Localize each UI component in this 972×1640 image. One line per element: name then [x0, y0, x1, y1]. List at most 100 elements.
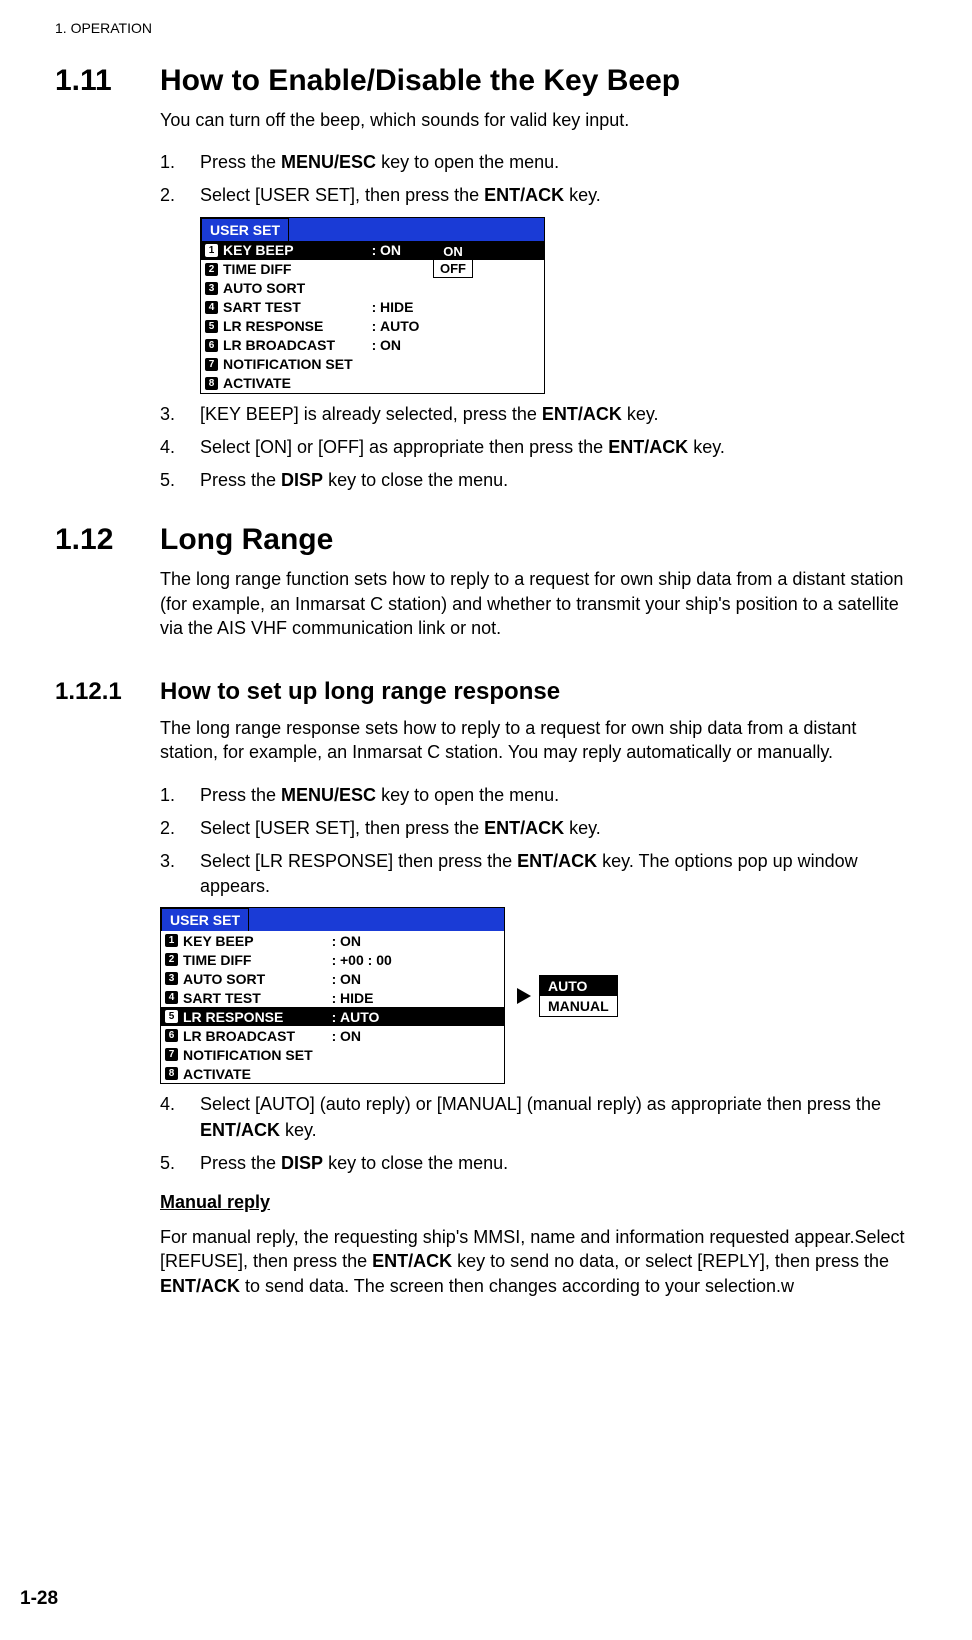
row-value: ON	[340, 971, 361, 987]
menu-row: 4SART TEST:HIDE	[161, 988, 504, 1007]
section-1-11-heading: 1.11 How to Enable/Disable the Key Beep	[55, 64, 917, 98]
section-number: 1.12	[55, 523, 160, 557]
menu-body: 1KEY BEEP:ON2TIME DIFF:+00 : 003AUTO SOR…	[161, 931, 504, 1083]
row-label: LR RESPONSE	[223, 318, 368, 334]
row-num-badge: 3	[205, 282, 218, 295]
row-value: +00 : 00	[340, 952, 392, 968]
step-3: 3. Select [LR RESPONSE] then press the E…	[160, 849, 917, 899]
popup-option: OFF	[434, 260, 472, 277]
popup-option: MANUAL	[540, 996, 617, 1016]
step-1: 1. Press the MENU/ESC key to open the me…	[160, 783, 917, 808]
popup-option: AUTO	[540, 976, 617, 996]
row-value: ON	[340, 1028, 361, 1044]
step-5: 5. Press the DISP key to close the menu.	[160, 468, 917, 493]
menu-row: 7 NOTIFICATION SET	[161, 1045, 504, 1064]
row-label: TIME DIFF	[183, 952, 328, 968]
menu-row: 5LR RESPONSE:AUTO	[161, 1007, 504, 1026]
section-number: 1.11	[55, 64, 160, 98]
row-value: ON	[380, 242, 401, 258]
menu-row: 7 NOTIFICATION SET	[201, 355, 544, 374]
auto-manual-popup: AUTOMANUAL	[539, 975, 618, 1017]
intro-paragraph: You can turn off the beep, which sounds …	[160, 108, 917, 132]
manual-reply-heading: Manual reply	[160, 1192, 917, 1213]
menu-row: 4SART TEST:HIDE	[201, 298, 544, 317]
step-3: 3. [KEY BEEP] is already selected, press…	[160, 402, 917, 427]
row-value: ON	[380, 337, 401, 353]
row-num-badge: 7	[205, 358, 218, 371]
popup-option: ON	[434, 243, 472, 260]
row-num-badge: 1	[165, 934, 178, 947]
onoff-popup: ONOFF	[433, 242, 473, 278]
row-num-badge: 6	[165, 1029, 178, 1042]
row-label: LR RESPONSE	[183, 1009, 328, 1025]
menu-2-wrapper: USER SET 1KEY BEEP:ON2TIME DIFF:+00 : 00…	[160, 907, 917, 1084]
user-set-menu-2: USER SET 1KEY BEEP:ON2TIME DIFF:+00 : 00…	[160, 907, 505, 1084]
row-value: AUTO	[340, 1009, 379, 1025]
section-title: Long Range	[160, 523, 333, 557]
row-num-badge: 5	[205, 320, 218, 333]
menu-title-bar: USER SET	[201, 218, 544, 241]
menu-row: 3 AUTO SORT	[201, 279, 544, 298]
manual-reply-paragraph: For manual reply, the requesting ship's …	[160, 1225, 917, 1298]
row-num-badge: 1	[205, 244, 218, 257]
row-label: TIME DIFF	[223, 261, 368, 277]
section-1-12-1-heading: 1.12.1 How to set up long range response	[55, 678, 917, 706]
menu-row: 1KEY BEEP:ON	[201, 241, 544, 260]
row-value: HIDE	[340, 990, 373, 1006]
menu-row: 8 ACTIVATE	[161, 1064, 504, 1083]
row-label: AUTO SORT	[223, 280, 368, 296]
row-label: LR BROADCAST	[223, 337, 368, 353]
menu-title: USER SET	[201, 218, 289, 241]
user-set-menu-1: USER SET 1KEY BEEP:ON2TIME DIFF3AUTO SOR…	[200, 217, 545, 394]
step-5: 5. Press the DISP key to close the menu.	[160, 1151, 917, 1176]
row-label: LR BROADCAST	[183, 1028, 328, 1044]
menu-row: 1KEY BEEP:ON	[161, 931, 504, 950]
menu-row: 2 TIME DIFF	[201, 260, 544, 279]
intro-paragraph: The long range response sets how to repl…	[160, 716, 917, 765]
menu-row: 6LR BROADCAST:ON	[161, 1026, 504, 1045]
row-num-badge: 4	[205, 301, 218, 314]
page-header: 1. OPERATION	[55, 20, 917, 36]
step-2: 2. Select [USER SET], then press the ENT…	[160, 816, 917, 841]
step-1: 1. Press the MENU/ESC key to open the me…	[160, 150, 917, 175]
row-num-badge: 6	[205, 339, 218, 352]
intro-paragraph: The long range function sets how to repl…	[160, 567, 917, 640]
page-number: 1-28	[20, 1588, 58, 1610]
row-label: KEY BEEP	[223, 242, 368, 258]
row-label: SART TEST	[223, 299, 368, 315]
row-value: HIDE	[380, 299, 413, 315]
row-num-badge: 7	[165, 1048, 178, 1061]
menu-row: 2TIME DIFF:+00 : 00	[161, 950, 504, 969]
menu-row: 5LR RESPONSE:AUTO	[201, 317, 544, 336]
row-label: ACTIVATE	[183, 1066, 328, 1082]
menu-row: 8 ACTIVATE	[201, 374, 544, 393]
row-label: ACTIVATE	[223, 375, 368, 391]
menu-body: 1KEY BEEP:ON2TIME DIFF3AUTO SORT4SART TE…	[201, 241, 544, 393]
menu-row: 3AUTO SORT:ON	[161, 969, 504, 988]
row-label: KEY BEEP	[183, 933, 328, 949]
row-num-badge: 5	[165, 1010, 178, 1023]
row-value: ON	[340, 933, 361, 949]
row-num-badge: 8	[165, 1067, 178, 1080]
step-4: 4. Select [ON] or [OFF] as appropriate t…	[160, 435, 917, 460]
step-4: 4. Select [AUTO] (auto reply) or [MANUAL…	[160, 1092, 917, 1142]
arrow-right-icon	[517, 988, 531, 1004]
section-title: How to Enable/Disable the Key Beep	[160, 64, 680, 98]
section-1-12-heading: 1.12 Long Range	[55, 523, 917, 557]
row-label: AUTO SORT	[183, 971, 328, 987]
row-num-badge: 2	[205, 263, 218, 276]
menu-title-bar: USER SET	[161, 908, 504, 931]
subsection-number: 1.12.1	[55, 678, 160, 706]
row-label: NOTIFICATION SET	[223, 356, 368, 372]
row-num-badge: 3	[165, 972, 178, 985]
menu-title: USER SET	[161, 908, 249, 931]
row-value: AUTO	[380, 318, 419, 334]
row-label: NOTIFICATION SET	[183, 1047, 328, 1063]
row-label: SART TEST	[183, 990, 328, 1006]
menu-row: 6LR BROADCAST:ON	[201, 336, 544, 355]
row-num-badge: 2	[165, 953, 178, 966]
subsection-title: How to set up long range response	[160, 678, 560, 706]
step-2: 2. Select [USER SET], then press the ENT…	[160, 183, 917, 208]
row-num-badge: 8	[205, 377, 218, 390]
row-num-badge: 4	[165, 991, 178, 1004]
